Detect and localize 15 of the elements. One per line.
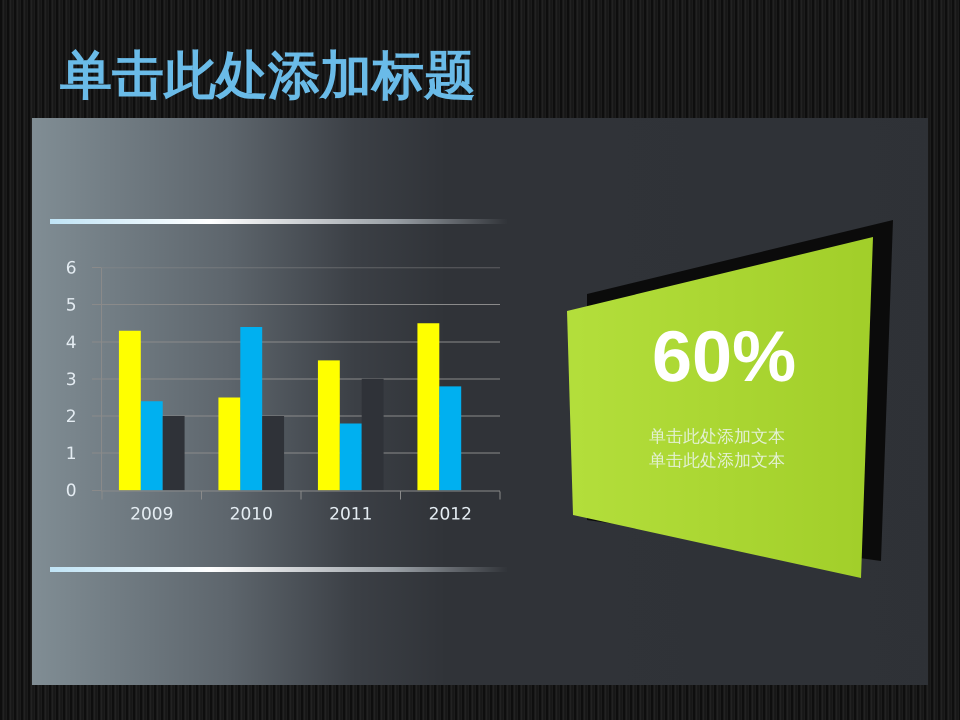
y-tick-label: 6	[66, 258, 77, 279]
text: 单击此处添加文本	[649, 451, 785, 471]
x-tick-label: 2010	[230, 504, 273, 525]
y-tick-label: 5	[66, 296, 77, 316]
text: 60%	[652, 317, 796, 397]
x-tick-label: 2011	[329, 504, 372, 525]
y-tick-label: 4	[66, 332, 77, 353]
y-tick-label: 0	[66, 481, 77, 502]
y-tick-label: 3	[66, 370, 77, 390]
y-tick-label: 2	[66, 406, 77, 427]
x-tick-label: 2012	[428, 504, 472, 525]
y-tick-label: 1	[66, 444, 77, 464]
chart-title: 单击此处添加标题	[59, 46, 476, 106]
text: 单击此处添加文本	[649, 427, 785, 447]
x-tick-label: 2009	[130, 504, 174, 525]
